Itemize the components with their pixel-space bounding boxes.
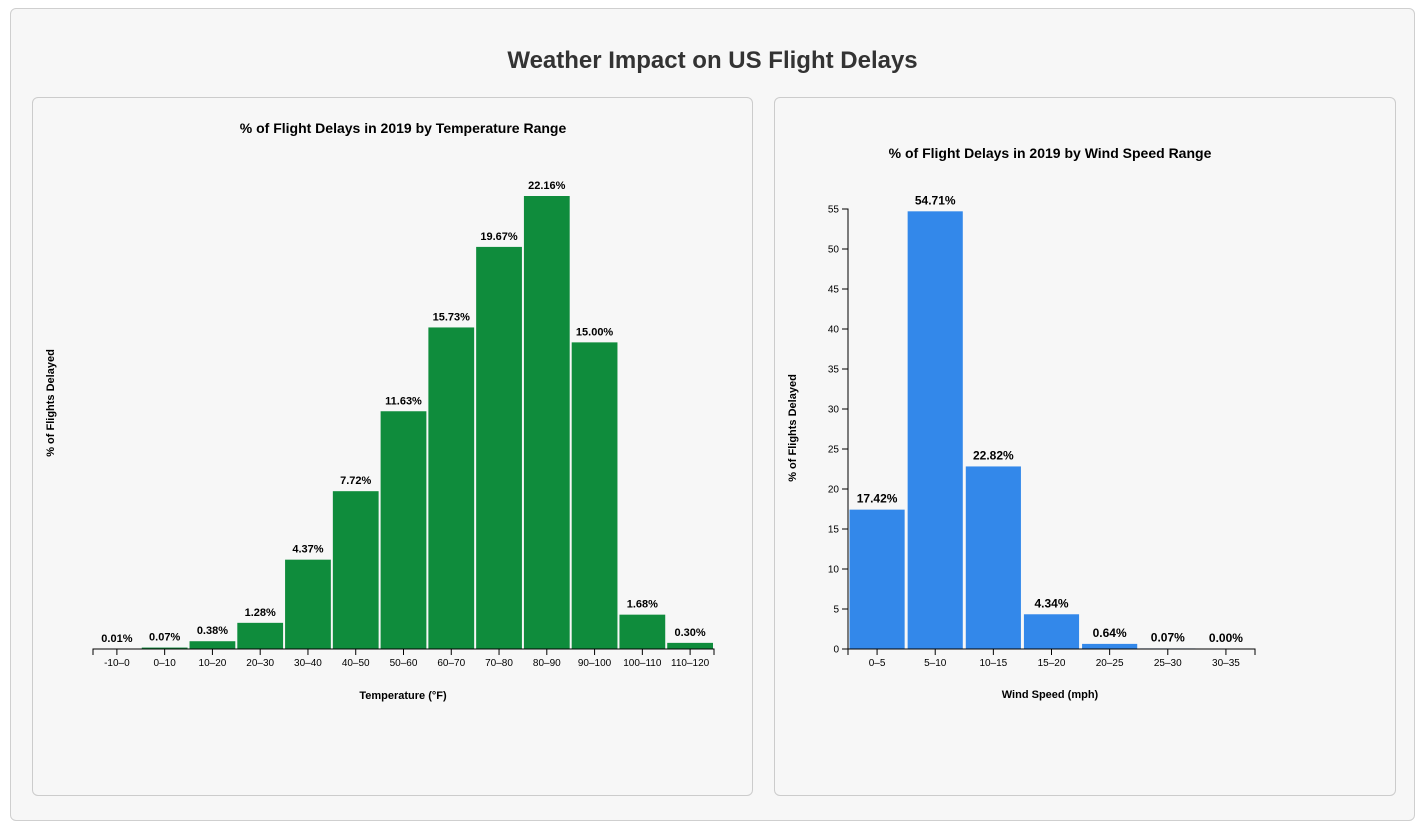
temperature-chart-marks: 0.01% -10–0 0.07% 0–10 0.38% 10–20 1.28% 20–30 4…	[92, 180, 715, 669]
temperature-data-label: 11.63%	[385, 395, 422, 407]
temperature-data-label: 15.73%	[433, 311, 471, 323]
wind-data-label: 4.34%	[1034, 596, 1068, 610]
temperature-x-axis-label: Temperature (°F)	[359, 690, 447, 702]
wind-data-label: 0.64%	[1093, 626, 1127, 640]
temperature-data-label: 0.07%	[149, 632, 180, 644]
wind-data-label: 17.42%	[857, 492, 898, 506]
wind-y-tick-label: 10	[828, 565, 840, 576]
wind-y-tick-label: 55	[828, 205, 840, 216]
wind-data-label: 54.71%	[915, 193, 956, 207]
temperature-x-tick-label: 0–10	[154, 658, 177, 669]
temperature-bar	[476, 246, 522, 649]
temperature-data-label: 15.00%	[576, 326, 614, 338]
wind-y-tick-label: 0	[833, 645, 839, 656]
temperature-data-label: 0.01%	[101, 633, 132, 645]
temperature-bar	[667, 642, 713, 649]
wind-chart-panel: % of Flight Delays in 2019 by Wind Speed…	[774, 97, 1396, 796]
temperature-data-label: 1.28%	[245, 607, 276, 619]
temperature-x-tick-label: 10–20	[199, 658, 227, 669]
wind-y-tick-label: 50	[828, 245, 840, 256]
temperature-data-label: 22.16%	[528, 180, 566, 192]
temperature-bar	[380, 411, 427, 649]
temperature-x-tick-label: -10–0	[104, 658, 130, 669]
wind-x-tick-label: 25–30	[1154, 658, 1182, 669]
wind-bar	[965, 466, 1021, 649]
temperature-bar	[285, 559, 331, 649]
temperature-x-tick-label: 50–60	[390, 658, 418, 669]
temperature-bar	[571, 342, 618, 649]
temperature-x-tick-label: 110–120	[671, 658, 710, 669]
wind-x-axis-label: Wind Speed (mph)	[1002, 689, 1099, 701]
temperature-x-tick-label: 90–100	[578, 658, 612, 669]
temperature-data-label: 19.67%	[480, 231, 518, 243]
temperature-y-axis-label: % of Flights Delayed	[45, 349, 57, 457]
temperature-x-tick-label: 100–110	[623, 658, 662, 669]
temperature-bar	[332, 491, 379, 649]
temperature-bar	[189, 641, 236, 649]
wind-y-tick-label: 35	[828, 365, 840, 376]
wind-bar	[1023, 614, 1080, 649]
temperature-x-tick-label: 60–70	[437, 658, 465, 669]
wind-x-tick-label: 5–10	[924, 658, 947, 669]
wind-x-tick-label: 30–35	[1212, 658, 1240, 669]
temperature-x-tick-label: 40–50	[342, 658, 370, 669]
wind-x-tick-label: 0–5	[869, 658, 886, 669]
temperature-x-tick-label: 20–30	[246, 658, 274, 669]
temperature-bar	[619, 614, 666, 649]
temperature-bar	[237, 622, 284, 649]
wind-x-tick-label: 20–25	[1096, 658, 1124, 669]
wind-y-tick-label: 15	[828, 525, 840, 536]
wind-x-tick-label: 15–20	[1038, 658, 1066, 669]
temperature-bar	[523, 196, 570, 649]
temperature-chart-panel: % of Flight Delays in 2019 by Temperatur…	[32, 97, 753, 796]
wind-bar	[849, 509, 905, 649]
wind-chart-marks: 17.42% 0–5 54.71% 5–10 22.82% 10–15 4.34% 15–20…	[828, 193, 1256, 669]
wind-data-label: 0.07%	[1151, 630, 1185, 644]
wind-bar	[907, 211, 963, 649]
temperature-x-tick-label: 30–40	[294, 658, 322, 669]
temperature-data-label: 1.68%	[627, 599, 658, 611]
temperature-data-label: 0.30%	[675, 627, 706, 639]
temperature-x-tick-label: 70–80	[485, 658, 513, 669]
wind-bar-chart: % of Flight Delays in 2019 by Wind Speed…	[787, 145, 1256, 701]
wind-y-tick-label: 30	[828, 405, 840, 416]
page-title: Weather Impact on US Flight Delays	[507, 47, 918, 74]
temperature-x-tick-label: 80–90	[533, 658, 561, 669]
wind-data-label: 0.00%	[1209, 631, 1243, 645]
wind-x-axis	[847, 648, 1256, 655]
wind-y-tick-label: 5	[833, 605, 839, 616]
temperature-bar-chart: % of Flight Delays in 2019 by Temperatur…	[45, 120, 715, 702]
wind-x-tick-label: 10–15	[979, 658, 1007, 669]
wind-y-axis	[842, 208, 849, 650]
temperature-data-label: 4.37%	[292, 544, 323, 556]
wind-data-label: 22.82%	[973, 448, 1014, 462]
wind-y-tick-label: 20	[828, 485, 840, 496]
wind-y-tick-label: 45	[828, 285, 840, 296]
wind-y-tick-label: 25	[828, 445, 840, 456]
temperature-bar	[141, 647, 188, 649]
wind-y-axis-label: % of Flights Delayed	[787, 374, 799, 482]
temperature-chart-title: % of Flight Delays in 2019 by Temperatur…	[240, 120, 567, 136]
temperature-x-axis	[92, 648, 715, 655]
temperature-data-label: 0.38%	[197, 625, 228, 637]
dashboard: Weather Impact on US Flight Delays % of …	[10, 8, 1415, 821]
wind-chart-title: % of Flight Delays in 2019 by Wind Speed…	[889, 145, 1212, 161]
temperature-bar	[428, 327, 475, 649]
wind-bar	[1082, 643, 1138, 649]
temperature-data-label: 7.72%	[340, 475, 371, 487]
wind-y-tick-label: 40	[828, 325, 840, 336]
